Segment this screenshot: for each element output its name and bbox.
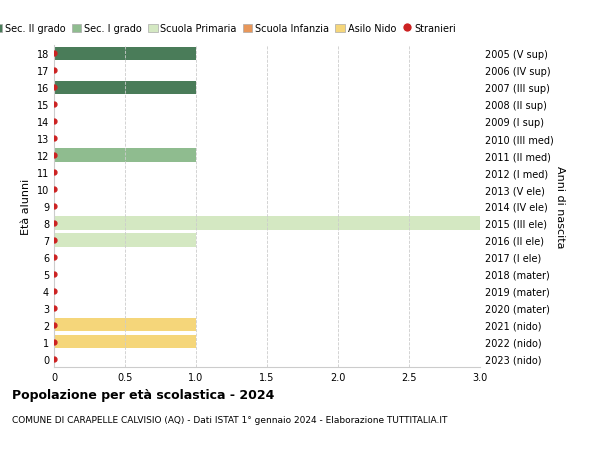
Bar — [54, 335, 196, 348]
Text: COMUNE DI CARAPELLE CALVISIO (AQ) - Dati ISTAT 1° gennaio 2024 - Elaborazione TU: COMUNE DI CARAPELLE CALVISIO (AQ) - Dati… — [12, 415, 448, 425]
Bar — [54, 149, 196, 162]
Legend: Sec. II grado, Sec. I grado, Scuola Primaria, Scuola Infanzia, Asilo Nido, Stran: Sec. II grado, Sec. I grado, Scuola Prim… — [0, 20, 460, 38]
Bar — [54, 217, 480, 230]
Y-axis label: Età alunni: Età alunni — [21, 179, 31, 235]
Text: Popolazione per età scolastica - 2024: Popolazione per età scolastica - 2024 — [12, 388, 274, 401]
Bar — [54, 318, 196, 332]
Bar — [54, 48, 196, 61]
Y-axis label: Anni di nascita: Anni di nascita — [555, 165, 565, 248]
Bar — [54, 234, 196, 247]
Bar — [54, 81, 196, 95]
